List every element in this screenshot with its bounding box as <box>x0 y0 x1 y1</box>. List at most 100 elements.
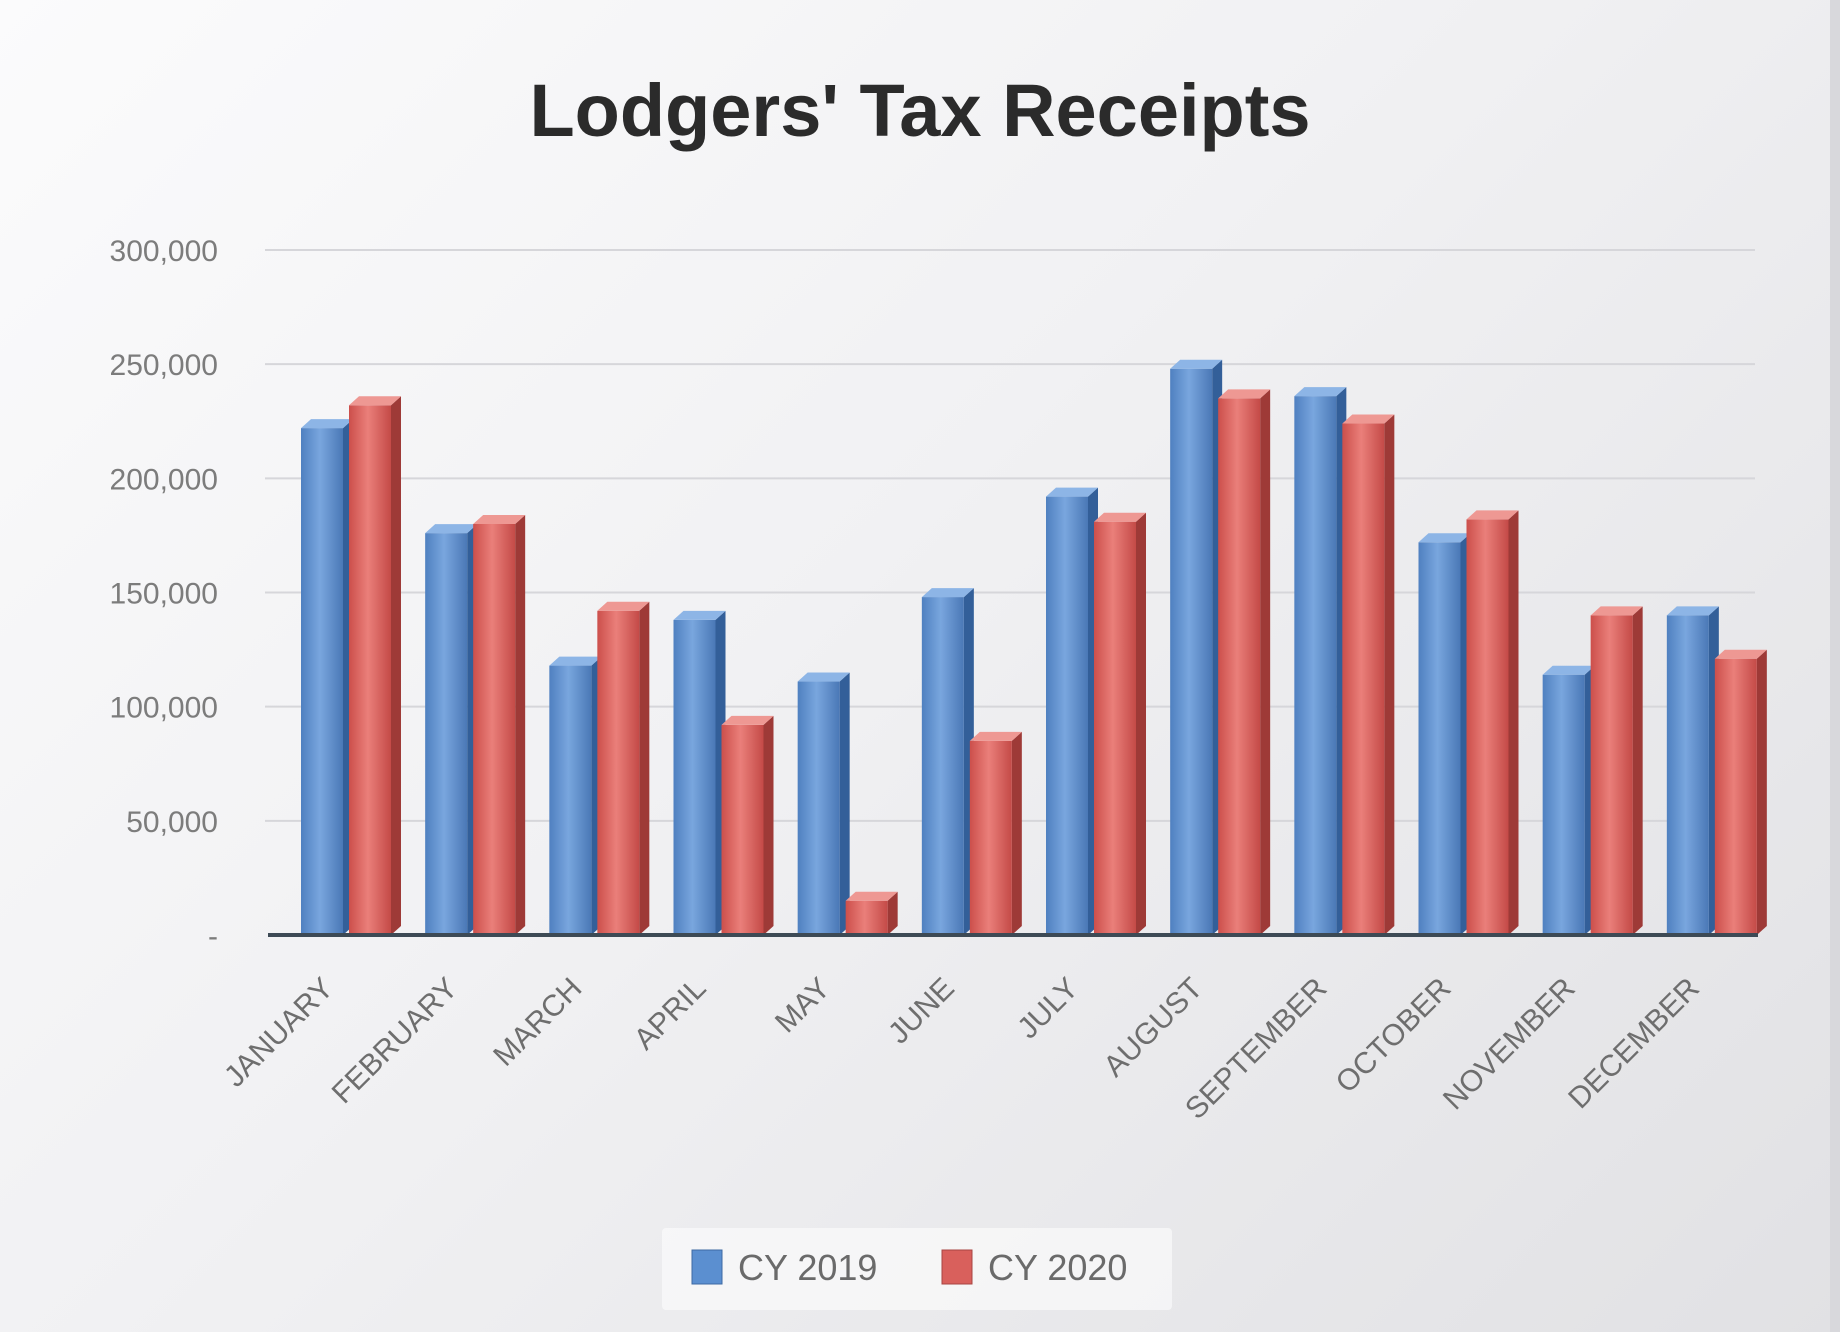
y-tick-label: 250,000 <box>110 349 218 382</box>
bar-top <box>1418 533 1471 543</box>
bar-side <box>1260 389 1271 936</box>
x-tick-label: JULY <box>1011 972 1085 1046</box>
x-tick-label: JANUARY <box>218 972 340 1094</box>
bar-side <box>763 715 774 935</box>
frame-edge <box>1830 0 1840 1332</box>
bar-top <box>845 891 898 901</box>
bar-face <box>1046 496 1088 935</box>
bar-face <box>597 610 640 935</box>
bar-top <box>1294 387 1347 397</box>
bar-face <box>1418 542 1461 935</box>
bar-face <box>349 405 391 935</box>
bar-face <box>1170 368 1213 935</box>
bar-cy-2019-december <box>1666 606 1719 935</box>
y-tick-label: - <box>208 920 218 953</box>
bar-face <box>1590 615 1633 935</box>
legend-label-cy-2020: CY 2020 <box>988 1247 1127 1288</box>
legend-swatch-cy-2019 <box>691 1249 723 1285</box>
bar-cy-2020-march <box>597 601 650 935</box>
bar-top <box>1046 487 1098 497</box>
bar-cy-2019-july <box>1046 487 1098 935</box>
x-tick-label: NOVEMBER <box>1437 972 1582 1117</box>
bar-side <box>391 396 401 935</box>
bar-face <box>721 724 764 935</box>
bar-top <box>1094 512 1146 522</box>
bar-cy-2020-november <box>1590 606 1643 935</box>
bar-cy-2019-october <box>1418 533 1471 935</box>
bar-face <box>1666 615 1709 935</box>
bar-cy-2020-february <box>473 515 526 935</box>
bar-cy-2019-june <box>921 588 974 935</box>
bar-face <box>921 597 964 935</box>
bar-top <box>597 601 650 611</box>
bar-side <box>887 891 898 935</box>
bar-face <box>1342 423 1385 935</box>
y-axis-ticks: - 50,000 100,000 150,000 200,000 250,000 300,0… <box>110 235 218 953</box>
x-tick-label: OCTOBER <box>1330 972 1458 1100</box>
bar-cy-2019-august <box>1170 359 1223 935</box>
bar-cy-2020-august <box>1218 389 1271 936</box>
x-tick-label: JUNE <box>882 972 961 1051</box>
bar-top <box>1218 389 1271 399</box>
bar-cy-2020-september <box>1342 414 1395 935</box>
bar-face <box>473 524 516 935</box>
y-tick-label: 50,000 <box>126 806 218 839</box>
bar-face <box>425 533 468 935</box>
bar-cy-2019-january <box>301 419 353 936</box>
bar-face <box>1094 521 1136 935</box>
bar-cy-2019-march <box>549 656 602 935</box>
bar-cy-2020-may <box>845 891 898 935</box>
bar-cy-2020-january <box>349 396 401 935</box>
bar-face <box>1542 674 1585 935</box>
chart-title: Lodgers' Tax Receipts <box>529 69 1310 152</box>
bar-face <box>549 665 592 935</box>
x-tick-label: DECEMBER <box>1562 972 1706 1116</box>
bar-top <box>1466 510 1519 520</box>
bar-top <box>1590 606 1643 616</box>
bar-side <box>839 672 850 935</box>
bar-top <box>425 524 478 534</box>
bar-face <box>969 740 1012 935</box>
bar-side <box>1011 731 1022 935</box>
bar-top <box>797 672 850 682</box>
y-tick-label: 100,000 <box>110 692 218 725</box>
bar-side <box>1632 606 1643 935</box>
bar-top <box>349 396 401 406</box>
bar-face <box>1466 519 1509 935</box>
bar-top <box>1666 606 1719 616</box>
bar-top <box>1714 649 1767 659</box>
bar-top <box>473 515 526 524</box>
legend-swatch-cy-2020 <box>941 1249 973 1285</box>
bar-side <box>1756 649 1767 935</box>
bar-cy-2019-april <box>673 610 726 935</box>
bar-top <box>549 656 602 666</box>
bar-face <box>673 619 716 935</box>
bar-side <box>515 515 526 935</box>
bar-cy-2020-july <box>1094 512 1146 935</box>
bar-face <box>1714 658 1757 935</box>
x-tick-label: AUGUST <box>1097 972 1209 1084</box>
legend: CY 2019 CY 2020 <box>662 1228 1172 1310</box>
bar-face <box>1218 398 1261 936</box>
bar-cy-2019-february <box>425 524 478 935</box>
bar-face <box>301 428 343 935</box>
x-tick-label: APRIL <box>628 972 713 1057</box>
bar-face <box>845 900 888 935</box>
bar-cy-2019-november <box>1542 665 1595 935</box>
bar-cy-2019-september <box>1294 387 1347 936</box>
bars <box>301 359 1767 936</box>
bar-side <box>639 601 650 935</box>
bar-cy-2020-june <box>969 731 1022 935</box>
bar-top <box>1170 359 1223 369</box>
y-tick-label: 200,000 <box>110 463 218 496</box>
bar-face <box>797 681 840 935</box>
bar-top <box>721 715 774 725</box>
bar-face <box>1294 396 1337 936</box>
y-tick-label: 150,000 <box>110 578 218 611</box>
bar-cy-2020-december <box>1714 649 1767 935</box>
bar-side <box>1384 414 1395 935</box>
bar-top <box>1342 414 1395 424</box>
bar-top <box>673 610 726 620</box>
